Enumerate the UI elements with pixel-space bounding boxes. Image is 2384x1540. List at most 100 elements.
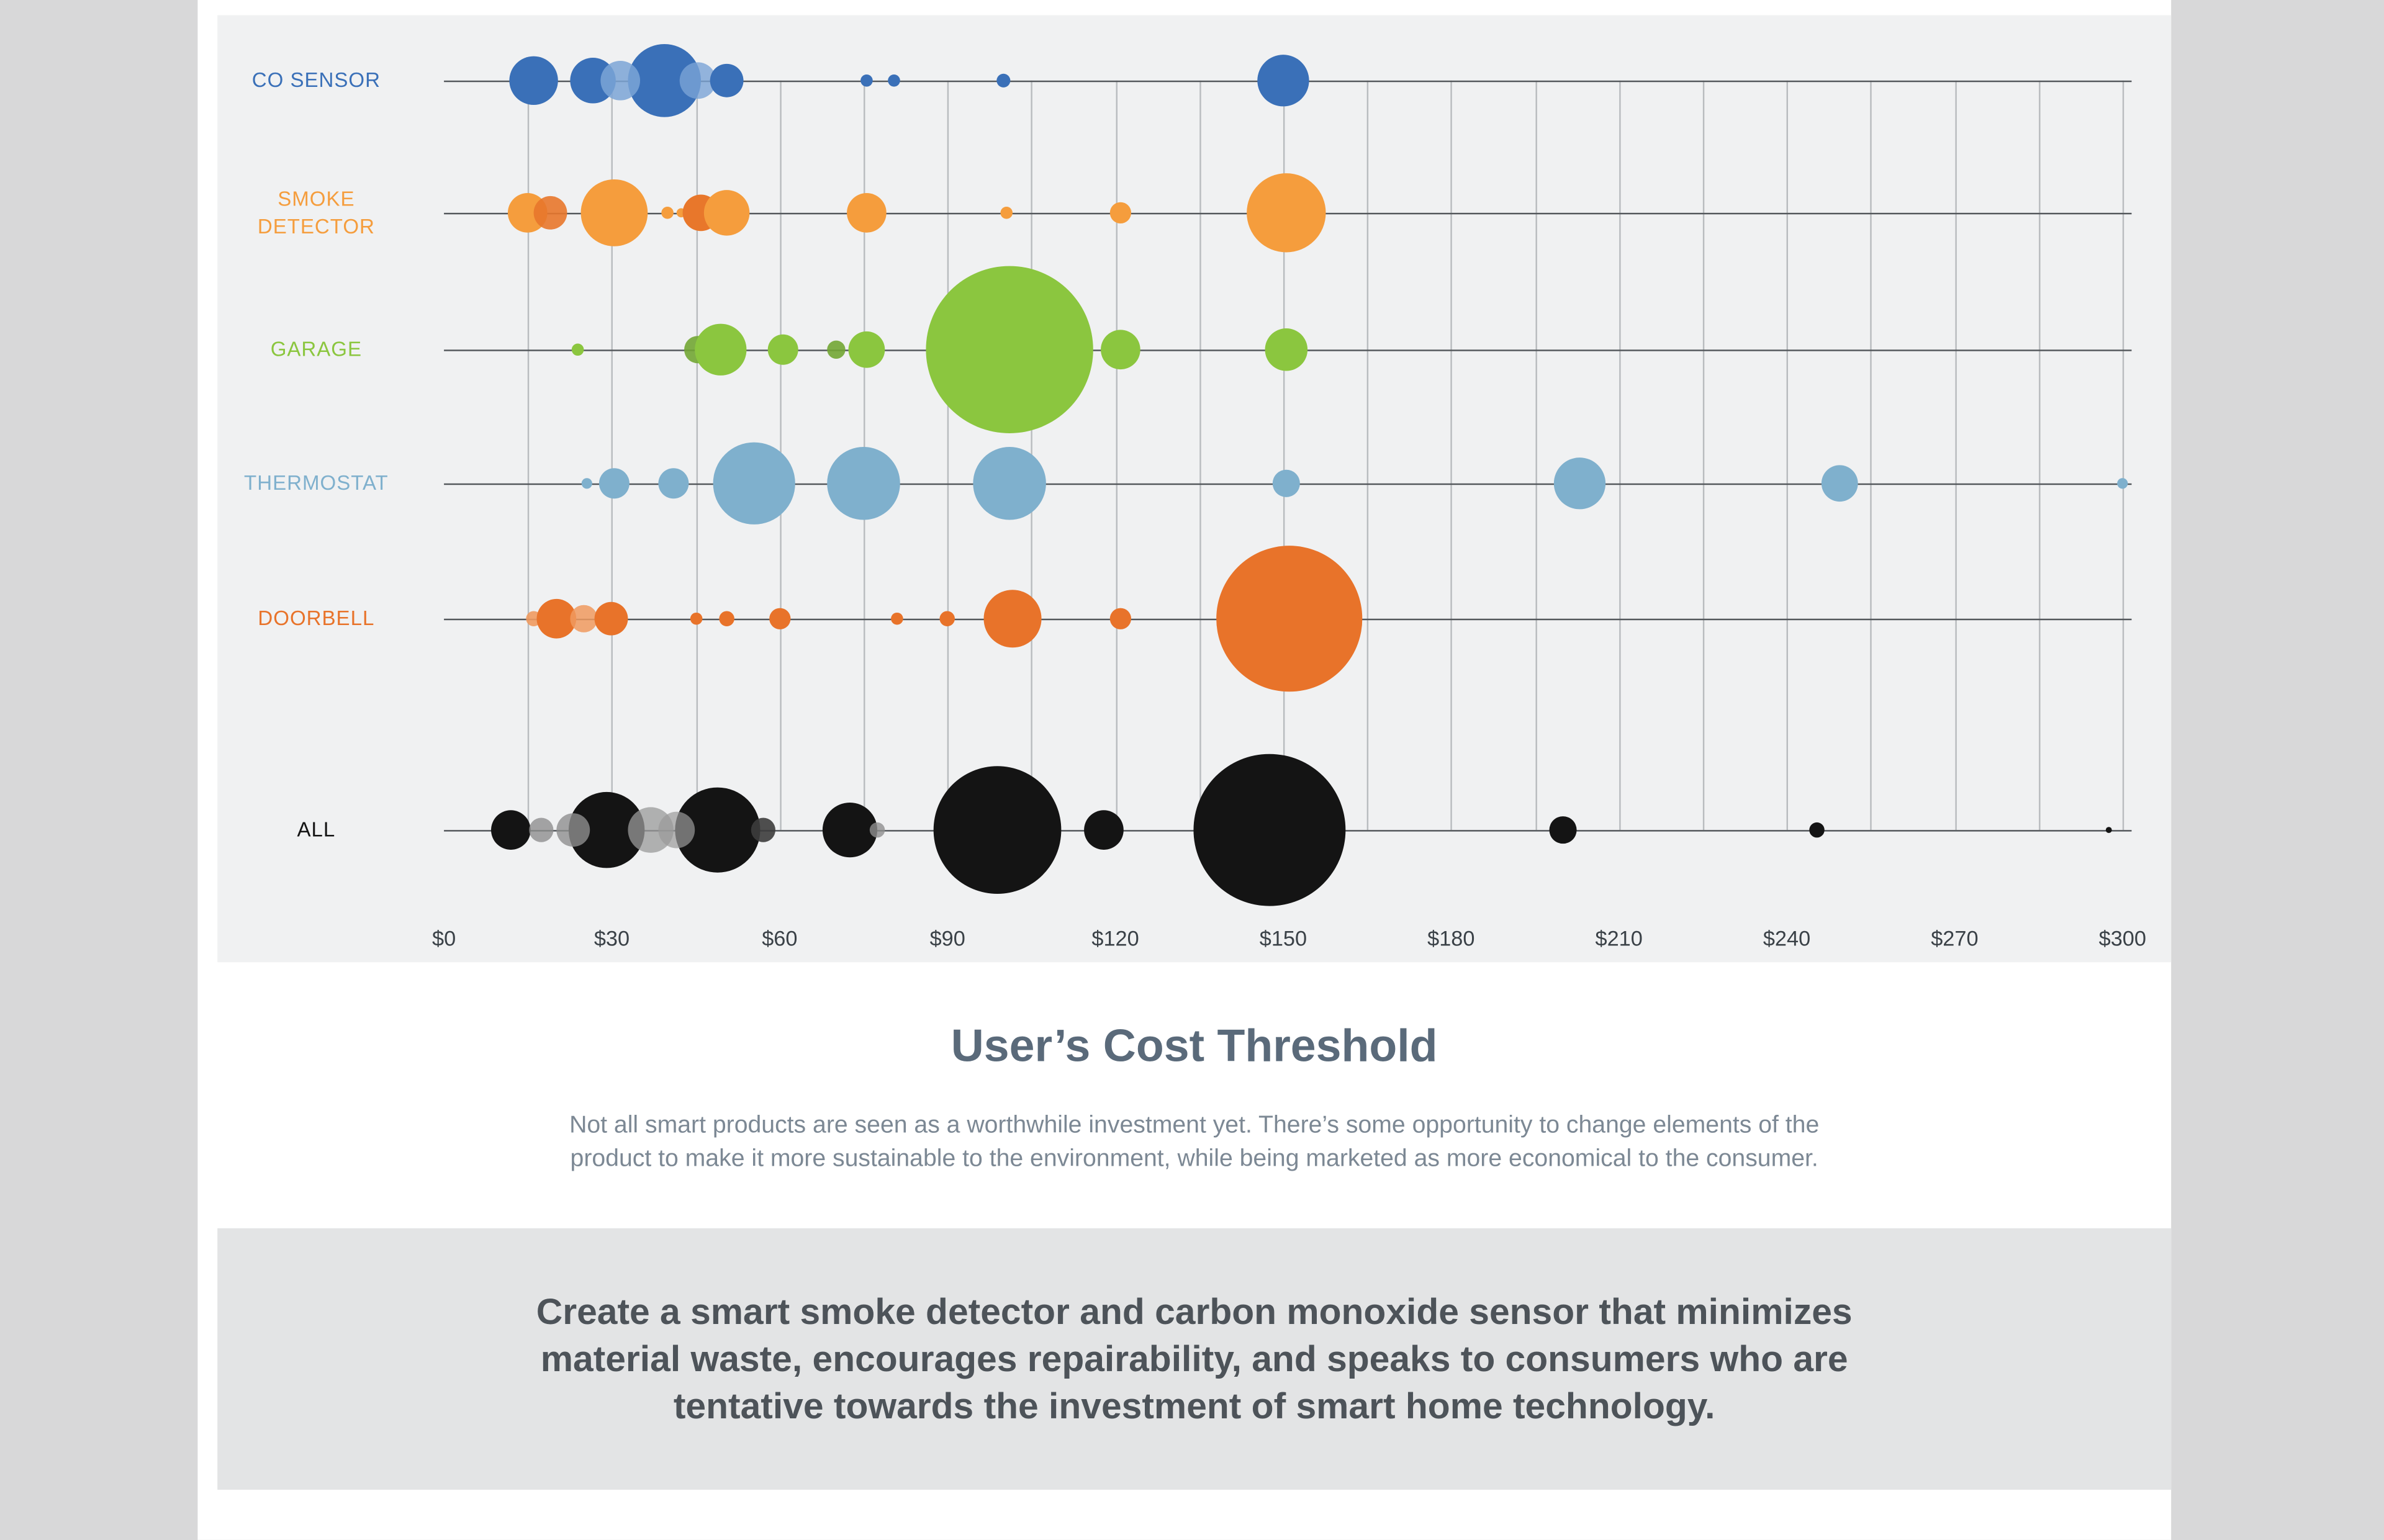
gridline-vertical: [1787, 80, 1789, 831]
gridline-vertical: [1535, 80, 1537, 831]
data-bubble: [1265, 328, 1307, 371]
data-bubble: [1553, 457, 1606, 510]
row-label: THERMOSTAT: [244, 471, 389, 495]
data-bubble: [1084, 810, 1124, 850]
data-bubble: [658, 468, 689, 499]
x-axis-tick: $300: [2098, 925, 2146, 950]
gridline-vertical: [1367, 80, 1369, 831]
gridline-vertical: [1199, 80, 1201, 831]
subtitle-line-1: Not all smart products are seen as a wor…: [569, 1112, 1820, 1139]
gridline-vertical: [947, 80, 949, 831]
bubble-chart: CO SENSOR SMOKE DETECTOR GARAGE THERMOSTAT D…: [217, 15, 2172, 963]
data-bubble: [996, 73, 1011, 88]
row-label: SMOKE DETECTOR: [257, 187, 375, 238]
data-bubble: [599, 468, 630, 499]
data-bubble: [826, 340, 845, 359]
callout-line-1: Create a smart smoke detector and carbon…: [536, 1291, 1853, 1333]
data-bubble: [600, 60, 640, 101]
gridline-vertical: [1115, 80, 1118, 831]
data-bubble: [689, 612, 702, 625]
data-bubble: [713, 442, 796, 525]
data-bubble: [1193, 754, 1345, 906]
gridline-vertical: [2038, 80, 2041, 831]
data-bubble: [710, 63, 744, 97]
gridline-vertical: [612, 80, 613, 831]
x-axis-tick: $90: [929, 925, 965, 950]
x-axis-tick: $210: [1595, 925, 1643, 950]
data-bubble: [581, 179, 648, 246]
data-bubble: [2117, 478, 2128, 489]
data-bubble: [661, 207, 674, 219]
data-bubble: [1000, 207, 1013, 219]
data-bubble: [1216, 546, 1362, 692]
subtitle-line-2: product to make it more sustainable to t…: [570, 1146, 1818, 1173]
callout-box: Create a smart smoke detector and carbon…: [217, 1228, 2172, 1490]
data-bubble: [533, 196, 567, 230]
data-bubble: [891, 612, 903, 625]
data-bubble: [1272, 469, 1300, 497]
data-bubble: [870, 822, 885, 838]
gridline-vertical: [1451, 80, 1453, 831]
data-bubble: [972, 447, 1046, 520]
data-bubble: [822, 803, 877, 858]
data-bubble: [1246, 173, 1326, 253]
data-bubble: [1822, 465, 1859, 502]
chart-subtitle: Not all smart products are seen as a wor…: [217, 1110, 2171, 1177]
gridline-vertical: [1954, 80, 1956, 831]
data-bubble: [848, 331, 885, 368]
data-bubble: [570, 605, 598, 633]
data-bubble: [983, 590, 1041, 648]
gridline-vertical: [1283, 80, 1285, 831]
data-bubble: [509, 56, 558, 105]
data-bubble: [1549, 816, 1577, 844]
data-bubble: [934, 766, 1062, 894]
data-bubble: [939, 611, 955, 626]
data-bubble: [846, 193, 887, 233]
callout-line-2: material waste, encourages repairability…: [540, 1338, 1848, 1380]
data-bubble: [767, 334, 798, 365]
data-bubble: [860, 74, 873, 87]
x-axis-tick: $270: [1931, 925, 1979, 950]
row-label: CO SENSOR: [251, 68, 381, 92]
data-bubble: [657, 811, 695, 849]
row-label: ALL: [297, 818, 336, 841]
x-axis-tick: $60: [762, 925, 798, 950]
data-bubble: [1810, 822, 1825, 838]
data-bubble: [572, 343, 585, 356]
x-axis-tick: $240: [1763, 925, 1811, 950]
gridline-vertical: [1619, 80, 1621, 831]
data-bubble: [1257, 55, 1309, 107]
x-axis-tick: $120: [1091, 925, 1139, 950]
data-bubble: [718, 611, 734, 626]
gridline-vertical: [2122, 80, 2124, 831]
data-bubble: [1101, 330, 1141, 370]
x-axis-tick: $150: [1259, 925, 1307, 950]
gridline-vertical: [1702, 80, 1705, 831]
data-bubble: [595, 601, 629, 636]
data-bubble: [530, 817, 554, 842]
row-label: DOORBELL: [258, 606, 375, 630]
data-bubble: [925, 266, 1093, 433]
data-bubble: [2105, 827, 2112, 834]
data-bubble: [695, 323, 747, 376]
data-bubble: [888, 74, 901, 87]
x-axis-tick: $180: [1427, 925, 1475, 950]
page-title: User’s Cost Threshold: [950, 1021, 1438, 1072]
x-axis-tick: $0: [432, 925, 456, 950]
data-bubble: [769, 608, 790, 629]
x-axis-tick: $30: [594, 925, 630, 950]
data-bubble: [556, 813, 590, 847]
gridline-vertical: [695, 80, 698, 831]
data-bubble: [581, 478, 592, 489]
row-label: GARAGE: [270, 338, 363, 361]
data-bubble: [536, 598, 576, 639]
callout-line-3: tentative towards the investment of smar…: [673, 1385, 1715, 1427]
data-bubble: [703, 190, 749, 236]
data-bubble: [827, 447, 900, 520]
data-bubble: [751, 817, 775, 842]
data-bubble: [1110, 608, 1132, 629]
gridline-vertical: [1871, 80, 1872, 831]
data-bubble: [491, 810, 531, 850]
gridline-vertical: [528, 80, 530, 831]
